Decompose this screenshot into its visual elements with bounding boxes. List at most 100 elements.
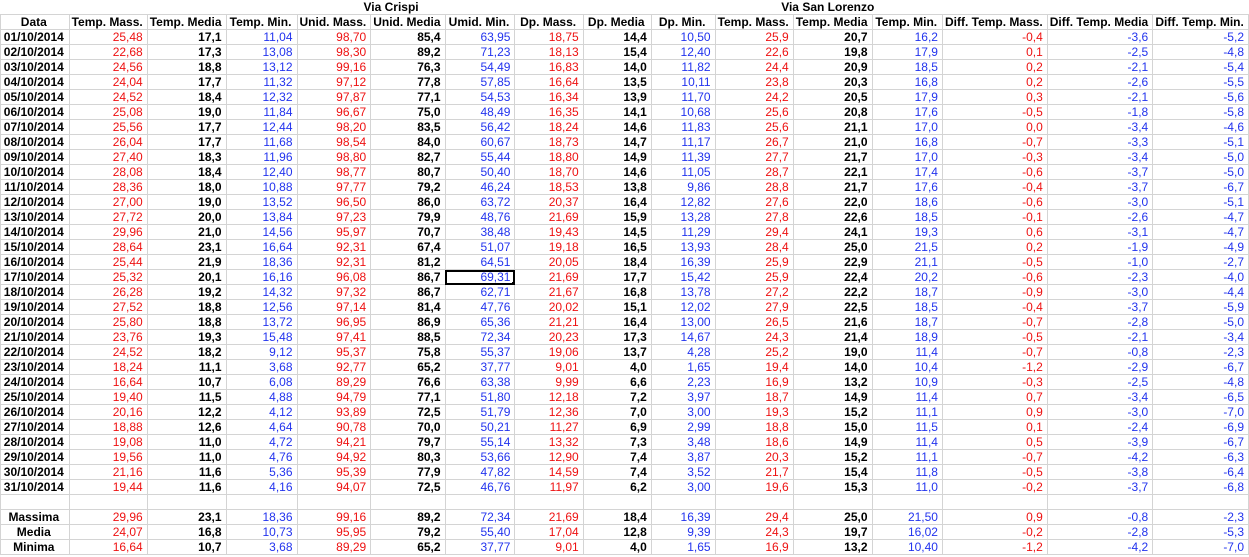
value-cell[interactable]: 50,21 [444,419,516,435]
value-cell[interactable]: -6,8 [1152,479,1249,495]
value-cell[interactable]: 11,6 [146,479,227,495]
value-cell[interactable]: 0,1 [941,419,1048,435]
summary-label[interactable]: Massima [0,509,70,525]
value-cell[interactable]: 21,0 [792,134,873,150]
value-cell[interactable]: 29,4 [714,224,794,240]
value-cell[interactable]: 27,52 [68,299,148,315]
value-cell[interactable]: 6,6 [582,374,652,390]
value-cell[interactable]: 97,23 [296,209,372,225]
column-header[interactable]: Unid. Mass. [296,14,372,30]
value-cell[interactable]: 4,72 [225,434,298,450]
date-cell[interactable]: 12/10/2014 [0,194,70,210]
value-cell[interactable]: -0,5 [941,104,1048,120]
value-cell[interactable]: 27,00 [68,194,148,210]
column-header[interactable]: Umid. Min. [444,14,516,30]
value-cell[interactable]: 17,7 [146,119,227,135]
value-cell[interactable]: 27,2 [714,284,794,300]
value-cell[interactable]: 22,6 [792,209,873,225]
value-cell[interactable]: 24,4 [714,59,794,75]
value-cell[interactable]: 0,6 [941,224,1048,240]
summary-value[interactable]: -0,2 [941,524,1048,540]
value-cell[interactable]: 77,1 [370,389,446,405]
value-cell[interactable]: 7,3 [582,434,652,450]
value-cell[interactable]: 4,64 [225,419,298,435]
value-cell[interactable]: 13,2 [792,374,873,390]
value-cell[interactable]: 19,06 [514,344,584,360]
column-header[interactable]: Temp. Media [792,14,873,30]
summary-value[interactable]: 16,64 [68,539,148,555]
value-cell[interactable]: 48,76 [444,209,516,225]
value-cell[interactable]: 20,37 [514,194,584,210]
value-cell[interactable]: 13,72 [225,314,298,330]
value-cell[interactable]: 22,6 [714,44,794,60]
value-cell[interactable]: 99,16 [296,59,372,75]
value-cell[interactable]: 70,0 [370,419,446,435]
value-cell[interactable]: 10,11 [650,74,716,90]
value-cell[interactable]: 11,4 [871,344,943,360]
value-cell[interactable]: -2,7 [1152,254,1249,270]
value-cell[interactable]: 19,0 [146,104,227,120]
value-cell[interactable]: 17,6 [871,104,943,120]
value-cell[interactable]: 11,1 [871,449,943,465]
value-cell[interactable]: 15,0 [792,419,873,435]
value-cell[interactable]: 96,67 [296,104,372,120]
value-cell[interactable]: 5,36 [225,464,298,480]
value-cell[interactable]: 85,4 [370,29,446,45]
summary-value[interactable]: 19,7 [792,524,873,540]
value-cell[interactable]: 4,28 [650,344,716,360]
value-cell[interactable]: 80,7 [370,164,446,180]
value-cell[interactable]: -0,5 [941,329,1048,345]
value-cell[interactable]: 65,2 [370,359,446,375]
value-cell[interactable]: 23,8 [714,74,794,90]
summary-value[interactable]: -4,2 [1046,539,1154,555]
value-cell[interactable]: -0,1 [941,209,1048,225]
value-cell[interactable]: 11,70 [650,89,716,105]
value-cell[interactable]: 26,28 [68,284,148,300]
value-cell[interactable]: 21,6 [792,314,873,330]
value-cell[interactable]: -0,6 [941,194,1048,210]
value-cell[interactable]: -3,3 [1046,134,1154,150]
value-cell[interactable]: 11,0 [146,449,227,465]
value-cell[interactable]: 55,37 [444,344,516,360]
value-cell[interactable]: -5,0 [1152,149,1249,165]
value-cell[interactable]: -0,4 [941,299,1048,315]
value-cell[interactable]: 14,7 [582,134,652,150]
value-cell[interactable]: 20,8 [792,104,873,120]
value-cell[interactable]: -0,8 [1046,344,1154,360]
summary-value[interactable]: 21,50 [871,509,943,525]
value-cell[interactable]: -5,8 [1152,104,1249,120]
value-cell[interactable]: 13,78 [650,284,716,300]
value-cell[interactable]: 15,2 [792,449,873,465]
value-cell[interactable]: 12,2 [146,404,227,420]
value-cell[interactable]: -2,1 [1046,59,1154,75]
value-cell[interactable]: 11,82 [650,59,716,75]
value-cell[interactable]: 51,79 [444,404,516,420]
value-cell[interactable]: 11,4 [871,434,943,450]
date-cell[interactable]: 19/10/2014 [0,299,70,315]
value-cell[interactable]: 19,6 [714,479,794,495]
empty-cell[interactable] [942,0,1248,15]
value-cell[interactable]: 18,0 [146,179,227,195]
value-cell[interactable]: -2,5 [1046,44,1154,60]
value-cell[interactable]: 17,3 [582,329,652,345]
column-header[interactable]: Unid. Media [370,14,446,30]
summary-value[interactable]: 24,3 [714,524,794,540]
date-cell[interactable]: 15/10/2014 [0,239,70,255]
value-cell[interactable]: 18,7 [871,314,943,330]
value-cell[interactable]: 12,56 [225,299,298,315]
value-cell[interactable]: 20,02 [514,299,584,315]
summary-value[interactable]: 17,04 [514,524,584,540]
value-cell[interactable]: 12,82 [650,194,716,210]
empty-cell[interactable] [370,494,446,510]
value-cell[interactable]: 20,1 [146,269,227,285]
value-cell[interactable]: 29,96 [68,224,148,240]
value-cell[interactable]: 11,27 [514,419,584,435]
value-cell[interactable]: 25,48 [68,29,148,45]
summary-value[interactable]: 1,65 [650,539,716,555]
value-cell[interactable]: 3,87 [650,449,716,465]
value-cell[interactable]: 77,1 [370,89,446,105]
value-cell[interactable]: 16,5 [582,239,652,255]
value-cell[interactable]: 46,24 [444,179,516,195]
empty-cell[interactable] [225,494,298,510]
value-cell[interactable]: 77,8 [370,74,446,90]
